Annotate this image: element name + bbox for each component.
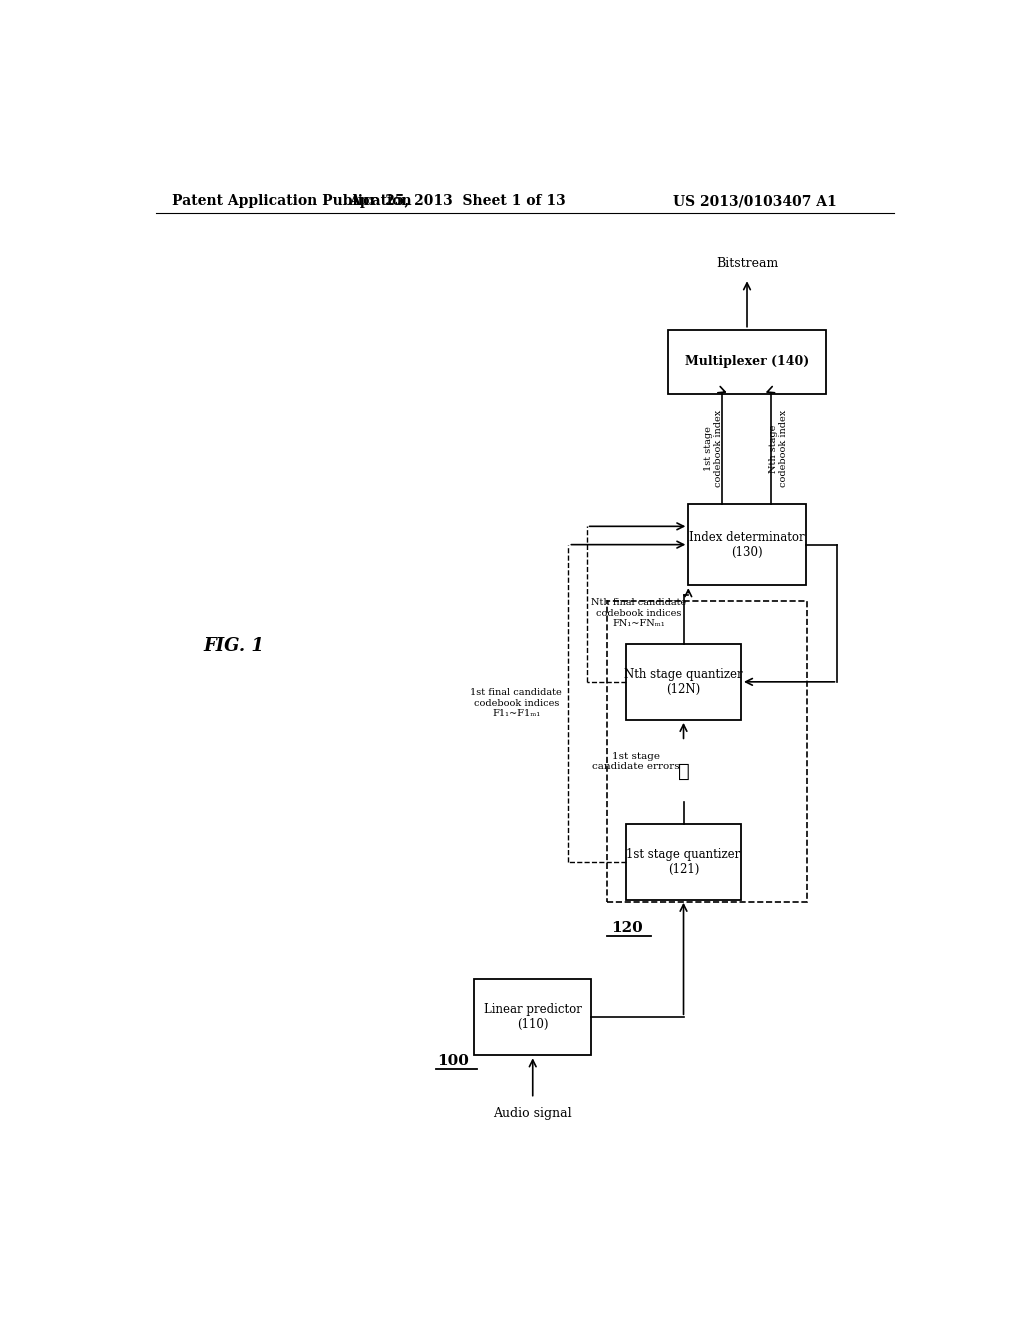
Text: 120: 120: [611, 921, 643, 935]
Bar: [626, 824, 741, 900]
Text: FIG. 1: FIG. 1: [204, 638, 264, 655]
Text: Bitstream: Bitstream: [716, 256, 778, 269]
Text: Nth stage quantizer
(12N): Nth stage quantizer (12N): [625, 668, 742, 696]
Text: 1st stage quantizer
(121): 1st stage quantizer (121): [627, 847, 740, 875]
Text: 1st stage
codebook index: 1st stage codebook index: [703, 411, 723, 487]
Bar: [668, 330, 826, 393]
Text: 1st stage
candidate errors: 1st stage candidate errors: [592, 752, 680, 771]
Bar: [626, 644, 741, 719]
Bar: [688, 504, 806, 585]
Text: Apr. 25, 2013  Sheet 1 of 13: Apr. 25, 2013 Sheet 1 of 13: [349, 194, 565, 209]
Text: Nth stage
codebook index: Nth stage codebook index: [769, 411, 788, 487]
Bar: [474, 979, 592, 1056]
Text: Audio signal: Audio signal: [494, 1107, 572, 1121]
Text: Patent Application Publication: Patent Application Publication: [172, 194, 412, 209]
Text: Linear predictor
(110): Linear predictor (110): [483, 1003, 582, 1031]
Text: US 2013/0103407 A1: US 2013/0103407 A1: [673, 194, 837, 209]
Text: Nth final candidate
codebook indices
FN₁~FNₘ₁: Nth final candidate codebook indices FN₁…: [591, 598, 686, 628]
Text: 1st final candidate
codebook indices
F1₁~F1ₘ₁: 1st final candidate codebook indices F1₁…: [470, 688, 562, 718]
Text: 100: 100: [437, 1053, 469, 1068]
Text: Multiplexer (140): Multiplexer (140): [685, 355, 809, 368]
Text: ⋯: ⋯: [678, 763, 689, 781]
Bar: [607, 601, 807, 903]
Text: Index determinator
(130): Index determinator (130): [689, 531, 805, 558]
